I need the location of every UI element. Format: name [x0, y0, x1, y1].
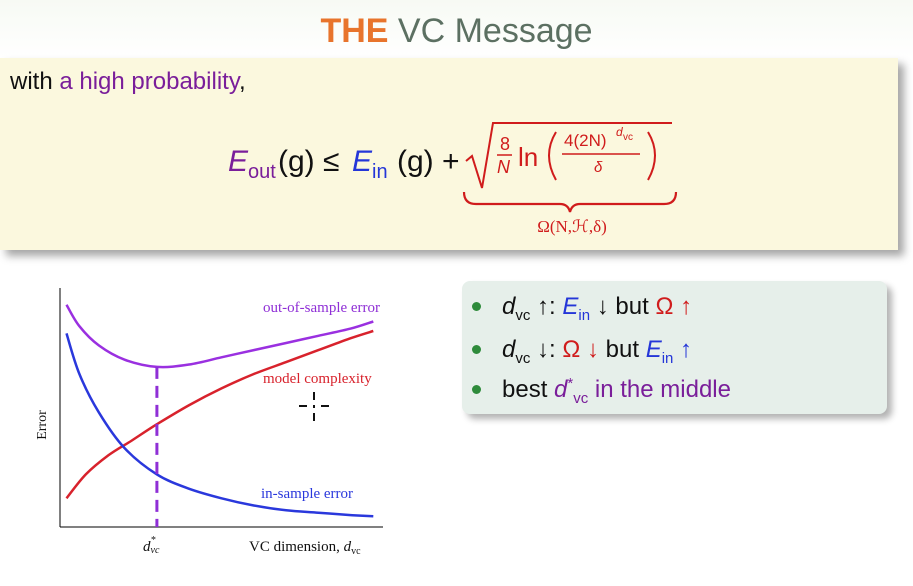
bullet-1-dvc-sub: vc: [515, 306, 531, 324]
bullet-1-ein-sub: in: [578, 306, 591, 324]
bullet-2-ein-sub: in: [661, 349, 674, 367]
omega-label: Ω(N,ℋ,δ): [537, 217, 607, 236]
inner-exponent-subscript: vc: [623, 132, 633, 143]
formula-box: with a high probability, E out (g) ≤ E i…: [0, 58, 898, 250]
label-model-complexity: model complexity: [263, 371, 372, 387]
bullet-1-dvc: d: [502, 293, 516, 320]
inner-exponent: d: [616, 125, 623, 139]
ln-symbol: ln: [518, 142, 538, 172]
bullet-2-arrow: ↓:: [530, 336, 563, 363]
bullet-box: dvc ↑: Ein ↓ but Ω ↑ dvc ↓: Ω ↓ but Ein …: [462, 281, 887, 414]
bullet-3: best d*vc in the middle: [472, 375, 731, 407]
lead-prefix: with: [10, 68, 53, 95]
title-rest: VC Message: [397, 12, 593, 50]
title-bar: [0, 0, 913, 58]
bullet-2-dvc-sub: vc: [515, 349, 531, 367]
series-line-in-sample-error: [65, 333, 374, 518]
lead-emphasis: a high probability: [59, 68, 240, 95]
bullet-1: dvc ↑: Ein ↓ but Ω ↑: [472, 293, 693, 324]
bullet-3-dvc: d: [554, 376, 568, 403]
bullet-3-dvc-sub: vc: [573, 389, 589, 407]
title-highlight: THE: [320, 12, 389, 50]
bullet-2-dvc: d: [502, 336, 516, 363]
frac-denominator: N: [497, 157, 511, 177]
bullet-dot: [472, 345, 481, 354]
ein-argument: (g) +: [397, 145, 460, 178]
bullet-1-arrow: ↑:: [530, 293, 563, 320]
bullet-2-ein: E: [645, 336, 662, 363]
lead-suffix: ,: [239, 68, 246, 95]
error-vs-vc-chart: Error VC dimension, dvc d* vc out-of-samp…: [35, 288, 383, 557]
bullet-3-middle: in the middle: [588, 376, 731, 403]
bullet-3-star: *: [567, 375, 574, 392]
frac-numerator: 8: [500, 134, 510, 154]
cursor-crosshair-icon: [299, 392, 329, 421]
slide-title: THE VC Message: [0, 12, 913, 51]
bullet-2-but: but: [598, 336, 646, 363]
eout-symbol: E: [228, 145, 249, 178]
underbrace: [462, 191, 678, 213]
bullet-dot: [472, 302, 481, 311]
eout-subscript: out: [248, 161, 276, 183]
label-in-sample-error: in-sample error: [261, 486, 353, 502]
bullet-2-up: ↑: [673, 336, 693, 363]
eout-argument: (g) ≤: [278, 145, 339, 178]
left-paren: [548, 131, 557, 181]
sqrt-sign: [465, 122, 672, 189]
series-line-model-complexity: [65, 329, 374, 500]
label-out-of-sample-error: out-of-sample error: [263, 300, 380, 316]
bullet-1-omega: Ω ↑: [655, 293, 693, 320]
lead-text: with a high probability,: [10, 68, 246, 96]
bullet-2-omega: Ω ↓: [562, 336, 599, 363]
bullet-1-but: ↓ but: [590, 293, 656, 320]
inner-denominator: δ: [594, 159, 603, 176]
vc-bound-formula: E out (g) ≤ E in (g) + 8 N ln 4(2N) d vc…: [228, 122, 678, 236]
y-axis-label: Error: [35, 410, 50, 440]
series-layer: [65, 304, 374, 518]
inner-numerator: 4(2N): [564, 131, 607, 150]
bullet-2: dvc ↓: Ω ↓ but Ein ↑: [472, 336, 693, 367]
optimum-tick-label: d* vc: [143, 535, 160, 556]
bullet-1-ein: E: [562, 293, 579, 320]
ein-symbol: E: [352, 145, 373, 178]
bullet-3-best: best: [502, 376, 555, 403]
omega-term: 8 N ln 4(2N) d vc δ Ω(N,ℋ,δ): [462, 122, 678, 236]
ein-subscript: in: [372, 161, 388, 183]
x-axis-label: VC dimension, dvc: [249, 539, 361, 557]
bullet-dot: [472, 385, 481, 394]
right-paren: [647, 131, 656, 181]
series-line-out-of-sample-error: [65, 304, 374, 369]
